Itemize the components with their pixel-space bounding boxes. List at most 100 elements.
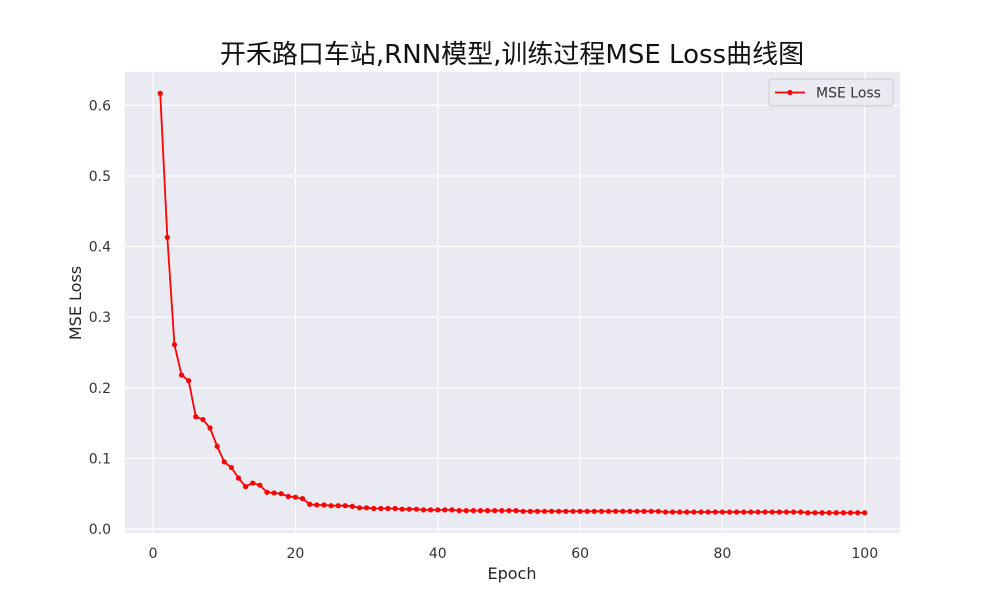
data-point xyxy=(840,510,847,516)
data-point xyxy=(627,508,633,514)
data-point xyxy=(442,507,448,513)
data-point xyxy=(655,508,661,514)
data-point xyxy=(456,508,462,514)
data-point xyxy=(285,493,291,500)
data-point xyxy=(534,508,541,514)
data-point xyxy=(264,489,270,495)
data-point xyxy=(314,502,320,508)
data-point xyxy=(805,510,811,516)
data-point xyxy=(278,491,284,497)
legend-marker xyxy=(787,89,793,96)
data-point xyxy=(164,234,170,241)
data-point xyxy=(634,508,640,514)
data-point xyxy=(748,509,754,515)
data-point xyxy=(570,508,576,514)
data-point xyxy=(385,505,391,512)
data-point xyxy=(556,508,562,514)
data-point xyxy=(378,505,384,512)
data-point xyxy=(641,508,647,514)
data-point xyxy=(428,507,434,513)
data-point xyxy=(193,414,199,420)
data-point xyxy=(755,509,761,515)
data-point xyxy=(833,510,839,516)
data-point xyxy=(798,509,804,515)
y-tick-label: 0.4 xyxy=(89,240,111,256)
data-point xyxy=(506,508,512,514)
data-point xyxy=(662,509,669,515)
y-tick-label: 0.6 xyxy=(89,98,111,114)
data-point xyxy=(299,496,306,502)
data-point xyxy=(705,509,711,515)
data-point xyxy=(235,475,242,481)
data-point xyxy=(769,509,775,515)
data-point xyxy=(392,505,398,512)
data-point xyxy=(719,509,726,515)
x-tick-label: 80 xyxy=(714,546,732,562)
data-point xyxy=(307,501,313,507)
data-point xyxy=(349,503,355,509)
x-axis-label: Epoch xyxy=(488,564,537,583)
data-point xyxy=(171,342,178,348)
data-point xyxy=(178,372,185,378)
x-tick-label: 40 xyxy=(429,546,447,562)
chart-title: 开禾路口车站,RNN模型,训练过程MSE Loss曲线图 xyxy=(220,40,804,70)
data-point xyxy=(342,503,348,509)
data-point xyxy=(847,510,854,516)
data-point xyxy=(549,508,555,514)
data-point xyxy=(698,509,704,515)
data-point xyxy=(541,508,548,514)
x-tick-label: 20 xyxy=(287,546,305,562)
y-tick-label: 0.5 xyxy=(89,169,111,185)
data-point xyxy=(356,505,363,511)
y-tick-label: 0.1 xyxy=(89,451,111,467)
data-point xyxy=(406,506,412,512)
data-point xyxy=(684,509,690,515)
data-point xyxy=(186,378,192,384)
data-point xyxy=(335,503,341,509)
data-point xyxy=(691,509,697,515)
data-point xyxy=(520,508,526,514)
data-point xyxy=(605,508,612,514)
data-point xyxy=(250,480,256,486)
x-tick-label: 100 xyxy=(851,546,878,562)
y-tick-label: 0.0 xyxy=(89,522,111,538)
data-point xyxy=(584,508,590,514)
data-point xyxy=(221,459,227,465)
data-point xyxy=(598,508,605,514)
data-point xyxy=(620,508,626,514)
data-point xyxy=(776,509,782,515)
data-point xyxy=(449,507,455,513)
data-point xyxy=(712,509,718,515)
data-point xyxy=(399,506,405,512)
data-point xyxy=(563,508,569,514)
data-point xyxy=(492,508,498,514)
x-tick-label: 0 xyxy=(149,546,158,562)
data-point xyxy=(243,484,249,490)
grid-lines xyxy=(125,72,900,533)
data-point xyxy=(613,508,619,514)
data-point xyxy=(328,503,334,509)
data-point xyxy=(214,443,220,449)
data-point xyxy=(791,509,797,515)
data-point xyxy=(591,508,597,514)
y-tick-labels: 0.0 0.1 0.2 0.3 0.4 0.5 0.6 xyxy=(89,98,111,538)
legend-entry-mse-loss: MSE Loss xyxy=(816,86,881,102)
y-tick-label: 0.3 xyxy=(89,310,111,326)
data-point xyxy=(527,508,533,514)
data-point xyxy=(741,509,747,515)
data-point xyxy=(862,510,868,516)
data-point xyxy=(463,508,469,514)
data-point xyxy=(435,507,441,513)
series-layer xyxy=(157,90,868,516)
data-point xyxy=(648,508,654,514)
y-axis-label: MSE Loss xyxy=(66,266,85,340)
legend-box xyxy=(768,78,894,107)
data-point xyxy=(855,510,861,516)
data-point xyxy=(734,509,740,515)
data-point xyxy=(271,490,277,496)
data-point xyxy=(321,502,327,508)
y-tick-label: 0.2 xyxy=(89,381,111,397)
data-point xyxy=(157,90,163,96)
data-point xyxy=(513,508,519,514)
